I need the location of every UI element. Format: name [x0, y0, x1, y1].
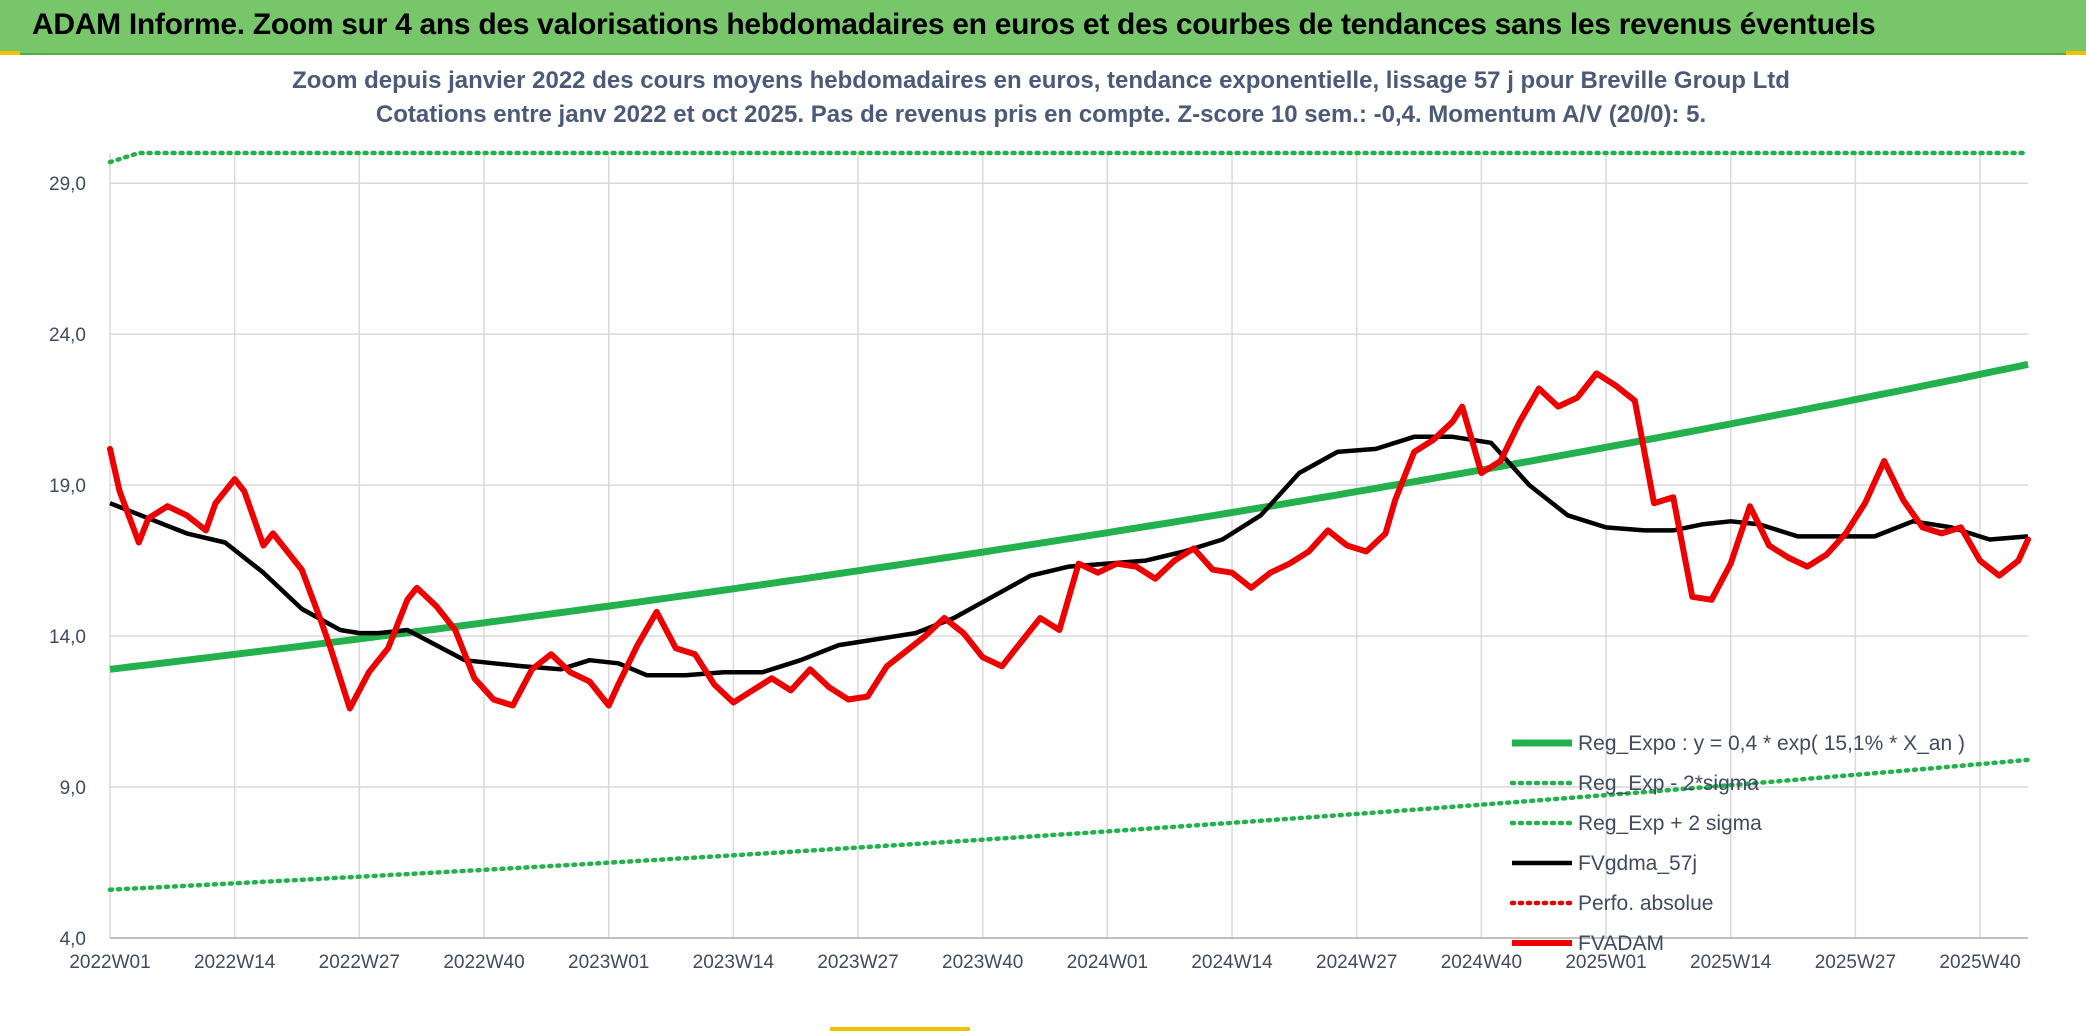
x-tick-label: 2022W01: [69, 952, 150, 973]
y-tick-label: 4,0: [60, 929, 86, 950]
y-tick-label: 24,0: [49, 325, 86, 346]
x-tick-label: 2025W27: [1815, 952, 1896, 973]
legend: Reg_Expo : y = 0,4 * exp( 15,1% * X_an )…: [1509, 732, 1965, 955]
y-tick-label: 19,0: [49, 476, 86, 497]
x-tick-label: 2024W27: [1316, 952, 1397, 973]
reg-expo-line: [109, 360, 2029, 673]
y-tick-label: 9,0: [60, 778, 86, 799]
chart-title-box: [305, 59, 1777, 129]
chart-svg: Zoom depuis janvier 2022 des cours moyen…: [49, 59, 2031, 973]
x-tick-label: 2022W40: [443, 952, 524, 973]
x-tick-label: 2025W01: [1565, 952, 1646, 973]
report-header: ADAM Informe. Zoom sur 4 ans des valoris…: [0, 0, 2086, 55]
regression-bands: [107, 150, 2031, 892]
legend-label: Reg_Expo : y = 0,4 * exp( 15,1% * X_an ): [1578, 732, 1965, 755]
x-tick-label: 2024W01: [1067, 952, 1148, 973]
x-tick-label: 2025W40: [1939, 952, 2020, 973]
x-tick-label: 2022W14: [194, 952, 276, 973]
y-tick-label: 14,0: [49, 627, 86, 648]
corner-marker-left: [0, 51, 20, 55]
series-lines: [107, 370, 2031, 712]
y-tick-label: 29,0: [49, 174, 86, 195]
x-tick-label: 2023W01: [568, 952, 649, 973]
x-tick-label: 2024W14: [1191, 952, 1273, 973]
reg-upper-band-line: [107, 150, 2031, 165]
x-tick-label: 2023W40: [942, 952, 1023, 973]
x-tick-label: 2023W27: [817, 952, 898, 973]
legend-label: Reg_Exp - 2*sigma: [1578, 772, 1759, 795]
reg-lower-band-line: [107, 757, 2031, 892]
chart-title-line1: Zoom depuis janvier 2022 des cours moyen…: [292, 67, 1790, 94]
x-tick-label: 2025W14: [1690, 952, 1772, 973]
axes: 4,0 9,0 14,0 19,0 24,0 29,0 2022W01 2022W14 2022…: [49, 174, 2028, 973]
chart-title-line2: Cotations entre janv 2022 et oct 2025. P…: [376, 101, 1706, 128]
fvgdma-line: [109, 434, 2029, 678]
x-tick-label: 2024W40: [1441, 952, 1522, 973]
legend-label: Perfo. absolue: [1578, 892, 1713, 915]
legend-label: Reg_Exp + 2 sigma: [1578, 812, 1762, 835]
legend-label: FVgdma_57j: [1578, 852, 1697, 875]
bottom-marker: [830, 1027, 970, 1031]
report-title: ADAM Informe. Zoom sur 4 ans des valoris…: [32, 8, 1876, 41]
x-tick-label: 2023W14: [693, 952, 775, 973]
legend-label: FVADAM: [1578, 932, 1664, 955]
x-tick-label: 2022W27: [319, 952, 400, 973]
corner-marker-right: [2066, 51, 2086, 55]
fvadam-line: [107, 370, 2031, 712]
